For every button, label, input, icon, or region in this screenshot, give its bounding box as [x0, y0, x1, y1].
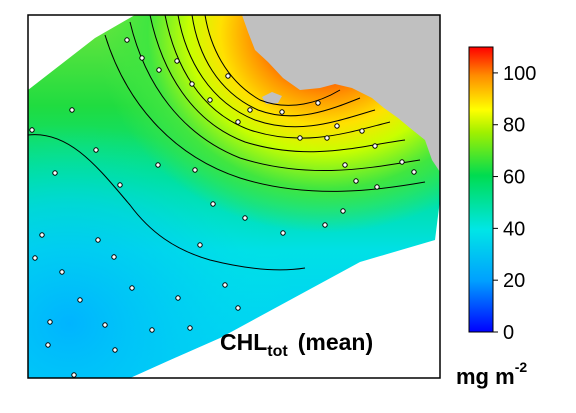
station-marker [297, 135, 303, 141]
station-marker [399, 159, 405, 165]
station-marker [47, 319, 53, 325]
station-marker [315, 100, 321, 106]
colorbar [468, 46, 494, 333]
station-marker [93, 147, 99, 153]
station-marker [59, 269, 65, 275]
station-marker [32, 255, 38, 261]
station-marker [95, 237, 101, 243]
station-marker [39, 232, 45, 238]
station-marker [207, 97, 213, 103]
colorbar-units: mg m-2 [456, 359, 527, 389]
station-marker [411, 169, 417, 175]
station-marker [175, 295, 181, 301]
station-marker [45, 342, 51, 348]
station-marker [111, 254, 117, 260]
station-marker [77, 297, 83, 303]
colorbar-tick-label: 80 [503, 115, 525, 137]
station-marker [112, 347, 118, 353]
island [262, 92, 282, 104]
colorbar-tick-label: 20 [503, 270, 525, 292]
station-marker [374, 184, 380, 190]
station-marker [174, 58, 180, 64]
map-title-main: CHL [220, 329, 267, 355]
colorbar-tick-label: 40 [503, 218, 525, 240]
station-marker [139, 55, 145, 61]
colorbar-tick-label: 0 [503, 322, 514, 344]
sampling-stations [29, 37, 417, 378]
station-marker [222, 282, 228, 288]
station-marker [342, 162, 348, 168]
station-marker [187, 325, 193, 331]
station-marker [359, 128, 365, 134]
station-marker [340, 208, 346, 214]
colorbar-units-main: mg m [456, 364, 515, 389]
station-marker [129, 285, 135, 291]
colorbar-tick-label: 100 [503, 63, 536, 85]
station-marker [155, 162, 161, 168]
station-marker [280, 230, 286, 236]
station-marker [69, 107, 75, 113]
map-title-suffix: (mean) [298, 329, 373, 355]
station-marker [71, 372, 77, 378]
station-marker [102, 322, 108, 328]
station-marker [197, 242, 203, 248]
station-marker [322, 222, 328, 228]
map-border [27, 14, 441, 379]
colorbar-ticks: 0 20 40 60 80 100 [493, 63, 536, 344]
station-marker [192, 167, 198, 173]
map-title: CHLtot (mean) [220, 329, 373, 360]
colorbar-tick-label: 60 [503, 167, 525, 189]
station-marker [156, 67, 162, 73]
station-marker [242, 215, 248, 221]
station-marker [235, 305, 241, 311]
station-marker [149, 327, 155, 333]
station-marker [279, 109, 285, 115]
station-marker [124, 37, 130, 43]
map-title-subscript: tot [267, 343, 288, 360]
station-marker [189, 81, 195, 87]
station-marker [225, 73, 231, 79]
colorbar-units-exponent: -2 [515, 359, 528, 375]
station-marker [353, 178, 359, 184]
station-marker [235, 119, 241, 125]
station-marker [52, 170, 58, 176]
station-marker [210, 201, 216, 207]
station-marker [334, 123, 340, 129]
station-marker [247, 107, 253, 113]
station-marker [117, 182, 123, 188]
land-area [242, 15, 440, 172]
station-marker [29, 127, 35, 133]
station-marker [324, 135, 330, 141]
station-marker [372, 143, 378, 149]
